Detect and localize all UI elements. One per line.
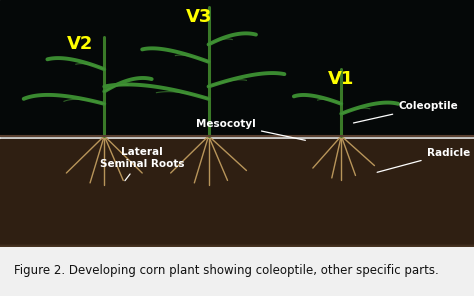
Bar [0, 147, 474, 242]
Bar [0, 200, 474, 243]
Bar [0, 197, 474, 243]
Bar [0, 186, 474, 243]
Bar [0, 183, 474, 243]
Bar [0, 189, 474, 243]
Bar [0, 219, 474, 244]
Bar [0, 175, 474, 243]
Bar [0, 231, 474, 244]
Bar [0, 172, 474, 242]
Bar [0, 242, 474, 244]
Bar [0, 222, 474, 244]
Bar [0, 208, 474, 243]
Bar [0, 169, 474, 242]
Bar [0, 239, 474, 244]
Bar [0, 233, 474, 244]
Text: Lateral
Seminal Roots: Lateral Seminal Roots [100, 147, 184, 181]
Bar [0, 214, 474, 244]
Text: Radicle: Radicle [377, 148, 470, 172]
Bar [0, 155, 474, 242]
Bar [0, 236, 474, 244]
Text: Coleoptile: Coleoptile [354, 101, 458, 123]
Bar [0, 192, 474, 243]
Bar [0, 164, 474, 242]
Text: V2: V2 [67, 36, 94, 54]
Text: Mesocotyl: Mesocotyl [196, 119, 305, 140]
Bar [0, 161, 474, 242]
Text: Figure 2. Developing corn plant showing coleoptile, other specific parts.: Figure 2. Developing corn plant showing … [14, 264, 439, 277]
Bar [0, 158, 474, 242]
Bar [0, 150, 474, 242]
Bar [0, 141, 474, 242]
Bar [0, 139, 474, 242]
Bar [0, 178, 474, 243]
Text: V1: V1 [328, 70, 355, 88]
Bar [0, 228, 474, 244]
Text: V3: V3 [186, 8, 212, 26]
Bar [0, 167, 474, 242]
Bar [0, 144, 474, 242]
Bar [0, 203, 474, 243]
Bar [0, 217, 474, 244]
Bar [0, 211, 474, 244]
Bar [0, 205, 474, 243]
Bar [0, 194, 474, 243]
Bar [0, 181, 474, 243]
Bar [0, 225, 474, 244]
Bar [0, 244, 474, 247]
Bar [0, 153, 474, 242]
Bar [0, 0, 474, 136]
